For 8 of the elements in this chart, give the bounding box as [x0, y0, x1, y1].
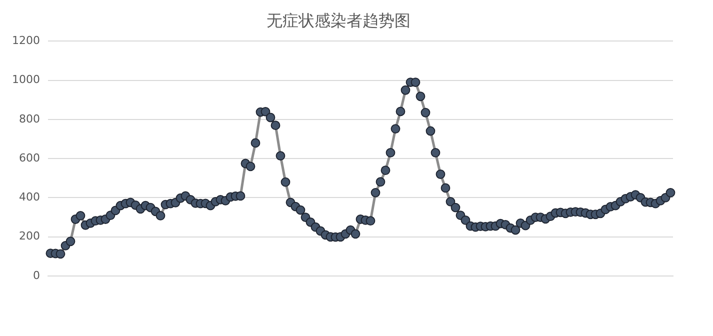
y-tick-label: 0 — [32, 268, 40, 282]
y-tick-label: 1000 — [12, 73, 40, 86]
y-tick-label: 200 — [18, 230, 40, 243]
y-tick-label: 800 — [18, 112, 40, 126]
y-tick-label: 600 — [18, 151, 40, 164]
y-tick-label: 1200 — [12, 34, 40, 48]
y-tick-label: 400 — [18, 190, 40, 204]
chart-title: 无症状感染者趋势图 — [266, 10, 410, 30]
